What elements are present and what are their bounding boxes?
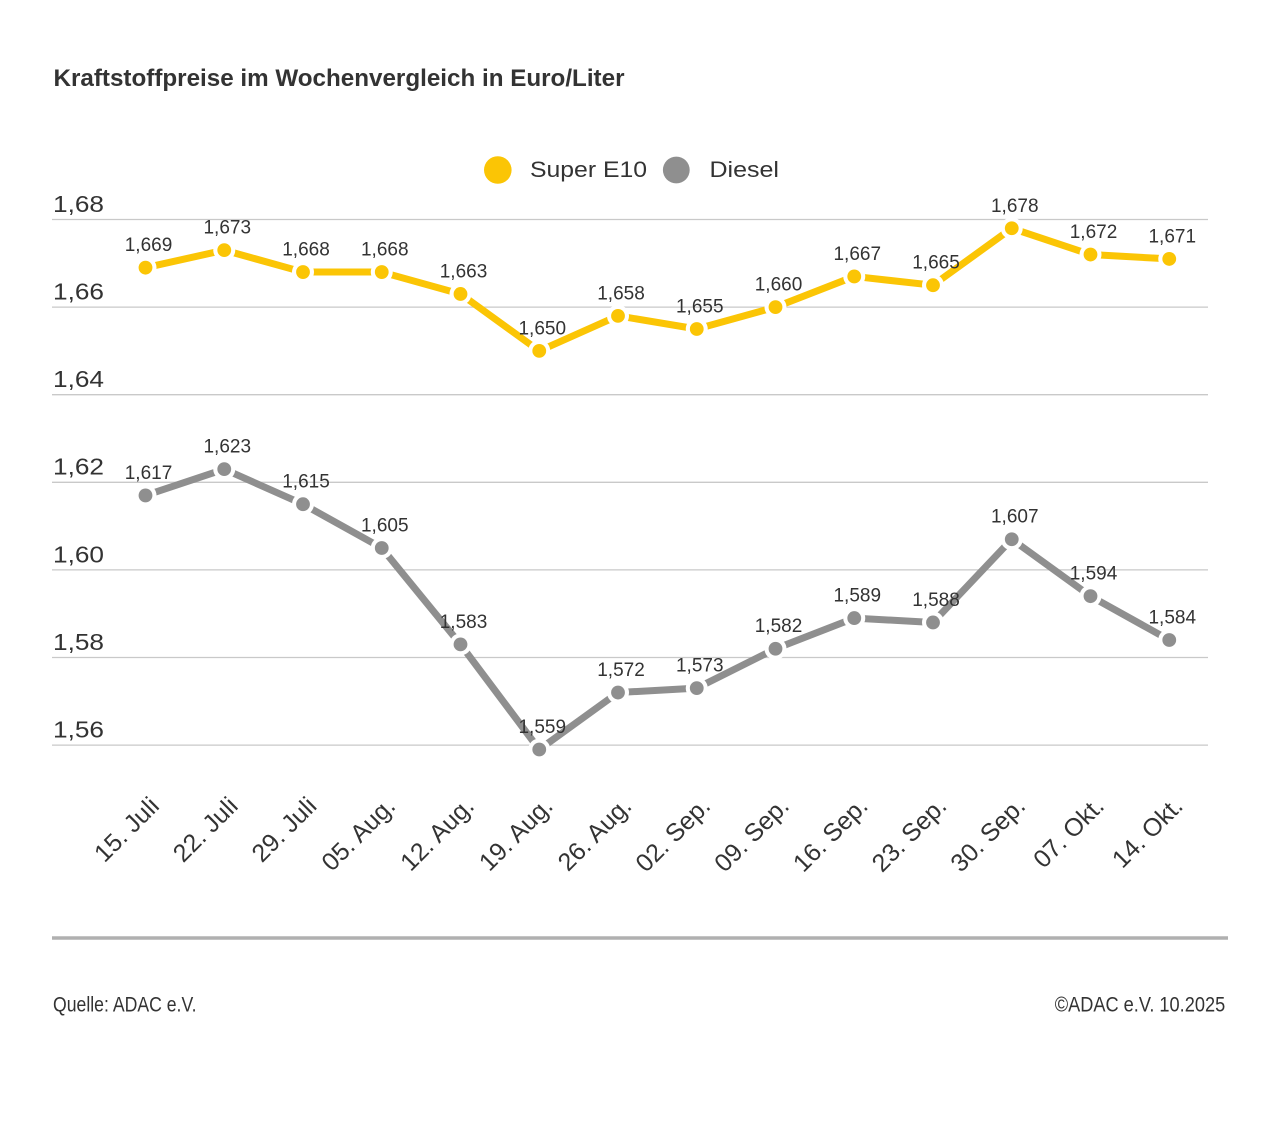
svg-text:1,663: 1,663 <box>440 261 488 282</box>
svg-text:1,589: 1,589 <box>833 586 881 607</box>
svg-text:1,650: 1,650 <box>518 318 566 339</box>
svg-text:1,60: 1,60 <box>53 541 104 567</box>
svg-text:1,623: 1,623 <box>203 437 251 458</box>
svg-text:1,573: 1,573 <box>676 656 724 677</box>
svg-text:23. Sep.: 23. Sep. <box>867 792 953 878</box>
svg-text:1,672: 1,672 <box>1070 222 1118 243</box>
svg-text:1,572: 1,572 <box>597 660 645 681</box>
svg-text:1,658: 1,658 <box>597 283 645 304</box>
svg-text:15. Juli: 15. Juli <box>89 792 165 868</box>
svg-text:Kraftstoffpreise im Wochenverg: Kraftstoffpreise im Wochenvergleich in E… <box>54 65 625 92</box>
svg-text:1,615: 1,615 <box>282 472 330 493</box>
svg-text:22. Juli: 22. Juli <box>168 792 244 868</box>
svg-text:30. Sep.: 30. Sep. <box>945 792 1031 878</box>
svg-text:07. Okt.: 07. Okt. <box>1028 792 1110 874</box>
svg-text:1,617: 1,617 <box>125 463 173 484</box>
svg-text:1,68: 1,68 <box>53 191 104 217</box>
svg-text:26. Aug.: 26. Aug. <box>553 792 638 877</box>
svg-text:1,66: 1,66 <box>53 279 104 305</box>
svg-text:02. Sep.: 02. Sep. <box>630 792 716 878</box>
svg-text:Quelle: ADAC e.V.: Quelle: ADAC e.V. <box>53 994 197 1017</box>
svg-text:12. Aug.: 12. Aug. <box>395 792 480 877</box>
svg-text:1,582: 1,582 <box>755 616 803 637</box>
svg-text:1,668: 1,668 <box>361 240 409 261</box>
svg-text:1,660: 1,660 <box>755 275 803 296</box>
svg-text:1,665: 1,665 <box>912 253 960 274</box>
svg-text:19. Aug.: 19. Aug. <box>474 792 559 877</box>
svg-text:1,667: 1,667 <box>833 244 881 265</box>
svg-text:Super E10: Super E10 <box>530 157 647 182</box>
svg-text:1,64: 1,64 <box>53 366 104 392</box>
svg-text:1,673: 1,673 <box>203 218 251 239</box>
svg-text:1,678: 1,678 <box>991 196 1039 217</box>
svg-text:1,588: 1,588 <box>912 590 960 611</box>
svg-text:1,56: 1,56 <box>53 717 104 743</box>
svg-text:1,583: 1,583 <box>440 612 488 633</box>
svg-text:1,584: 1,584 <box>1148 607 1196 628</box>
svg-text:1,58: 1,58 <box>53 629 104 655</box>
svg-text:14. Okt.: 14. Okt. <box>1107 792 1189 874</box>
svg-text:1,605: 1,605 <box>361 516 409 537</box>
svg-text:1,559: 1,559 <box>518 717 566 738</box>
svg-text:1,62: 1,62 <box>53 454 104 480</box>
svg-text:09. Sep.: 09. Sep. <box>709 792 795 878</box>
svg-text:1,594: 1,594 <box>1070 564 1118 585</box>
svg-text:16. Sep.: 16. Sep. <box>788 792 874 878</box>
svg-text:29. Juli: 29. Juli <box>246 792 322 868</box>
svg-text:Diesel: Diesel <box>710 157 780 182</box>
svg-text:1,668: 1,668 <box>282 240 330 261</box>
svg-text:1,671: 1,671 <box>1148 226 1196 247</box>
svg-text:1,607: 1,607 <box>991 507 1039 528</box>
svg-text:©ADAC e.V. 10.2025: ©ADAC e.V. 10.2025 <box>1055 994 1226 1017</box>
svg-text:05. Aug.: 05. Aug. <box>316 792 401 877</box>
svg-text:1,669: 1,669 <box>125 235 173 256</box>
svg-text:1,655: 1,655 <box>676 297 724 318</box>
